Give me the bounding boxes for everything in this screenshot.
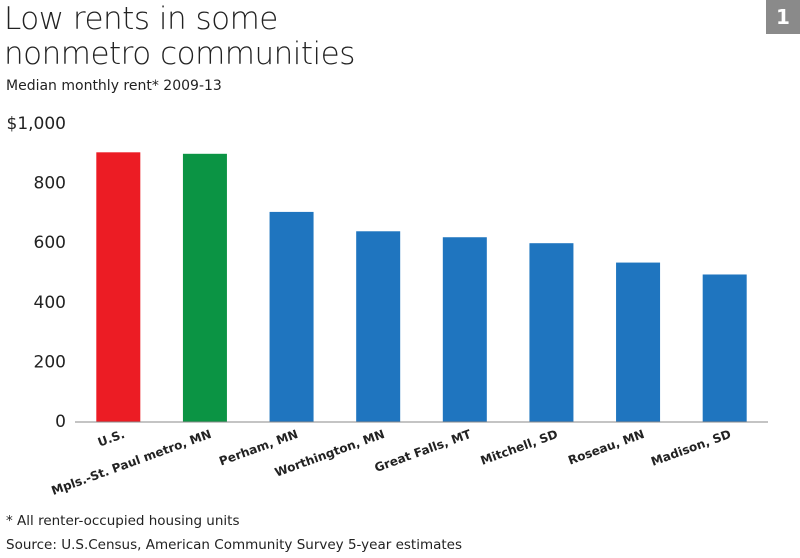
- y-tick-label: 0: [55, 412, 66, 432]
- bar: [442, 237, 487, 422]
- footnote: * All renter-occupied housing units: [6, 513, 240, 529]
- y-tick-label: 200: [34, 352, 66, 372]
- source: Source: U.S.Census, American Community S…: [6, 537, 463, 553]
- bar: [182, 153, 227, 423]
- bar: [269, 211, 314, 422]
- x-tick-label: Mitchell, SD: [479, 427, 560, 468]
- bar: [529, 243, 574, 422]
- x-tick-label: Roseau, MN: [566, 427, 646, 468]
- chart-subtitle: Median monthly rent* 2009-13: [6, 78, 222, 94]
- x-tick-label: Madison, SD: [649, 427, 733, 469]
- bar: [616, 262, 661, 422]
- x-tick-label: U.S.: [96, 427, 127, 450]
- x-tick-label: Great Falls, MT: [373, 427, 474, 475]
- y-tick-label: 800: [34, 174, 66, 194]
- bar: [356, 231, 401, 422]
- x-tick-label: Mpls.-St. Paul metro, MN: [49, 427, 213, 498]
- badge: 1: [766, 0, 800, 34]
- chart-title: Low rents in some nonmetro communities: [4, 1, 355, 72]
- bar: [702, 274, 747, 422]
- y-tick-label: 400: [34, 293, 66, 313]
- y-tick-label: 600: [34, 233, 66, 253]
- y-tick-label: $1,000: [7, 114, 66, 134]
- bar: [96, 152, 141, 422]
